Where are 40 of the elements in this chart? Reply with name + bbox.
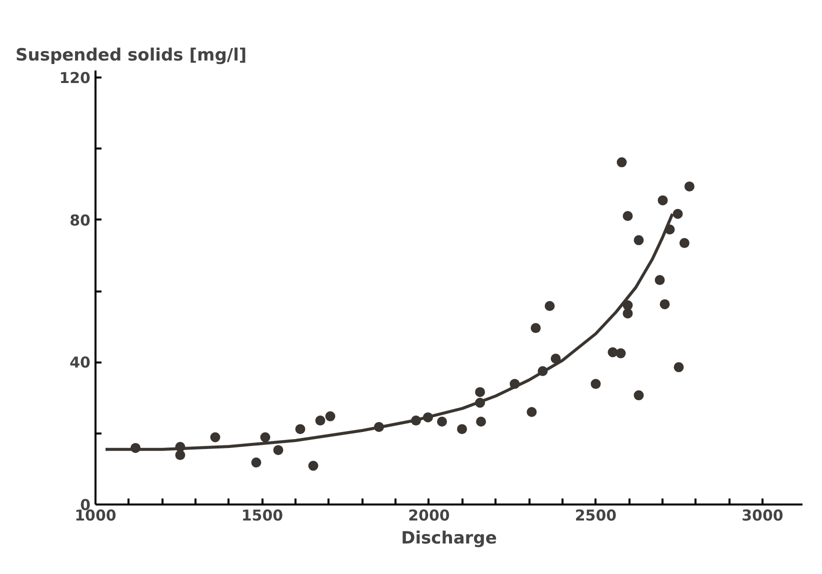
- point: [325, 411, 336, 422]
- point: [273, 445, 284, 456]
- y-axis-title: Suspended solids [mg/l]: [16, 46, 247, 66]
- y-tick-label: 120: [59, 69, 90, 88]
- point: [616, 157, 627, 168]
- point: [590, 378, 601, 389]
- point: [616, 348, 626, 358]
- point: [660, 299, 670, 310]
- point: [308, 460, 318, 471]
- point: [672, 208, 683, 219]
- point: [608, 347, 618, 358]
- point: [544, 301, 555, 311]
- x-tick-label: 3000: [742, 506, 784, 524]
- point: [634, 235, 644, 246]
- point: [674, 362, 684, 372]
- point: [622, 308, 633, 318]
- x-tick-label: 2000: [408, 506, 450, 524]
- point: [476, 416, 486, 427]
- point: [295, 424, 306, 434]
- point: [634, 390, 644, 400]
- y-tick-label: 80: [70, 211, 90, 230]
- point: [436, 416, 447, 427]
- point: [260, 432, 270, 442]
- y-tick-label: 40: [70, 354, 90, 372]
- point: [684, 181, 694, 192]
- point: [251, 458, 262, 468]
- x-tick-label: 2500: [574, 506, 617, 524]
- point: [658, 195, 668, 206]
- point: [475, 387, 486, 398]
- point: [622, 211, 633, 221]
- x-tick-label: 1500: [241, 506, 284, 524]
- point: [175, 450, 186, 460]
- point: [315, 416, 326, 426]
- point: [654, 275, 665, 286]
- point: [210, 432, 220, 442]
- x-axis-title: Discharge: [401, 528, 497, 548]
- point: [526, 407, 537, 417]
- point: [457, 424, 468, 434]
- point: [530, 323, 541, 334]
- point: [679, 238, 690, 248]
